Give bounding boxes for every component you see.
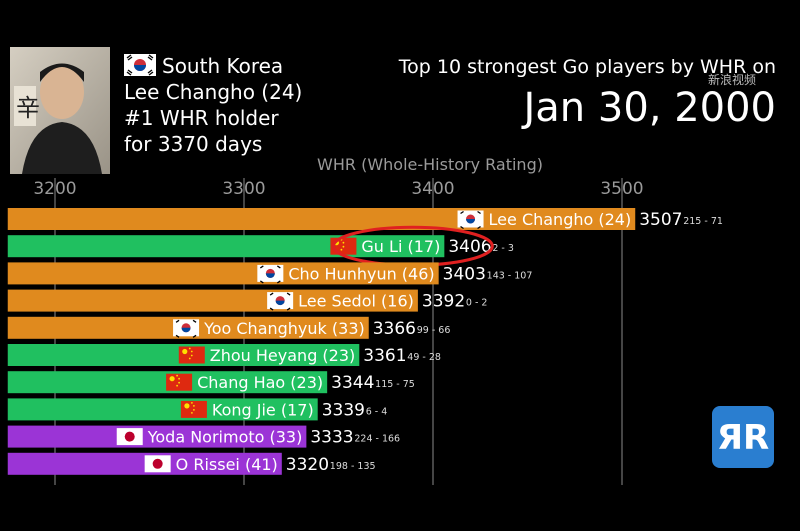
bar-name-label: Cho Hunhyun (46)	[288, 264, 434, 283]
chart-title: Top 10 strongest Go players by WHR on	[398, 56, 776, 78]
japan-flag-icon	[116, 428, 143, 446]
record-label: 99 - 66	[417, 325, 451, 336]
bar	[7, 425, 307, 448]
record-label: 198 - 135	[330, 461, 376, 472]
record-label: 115 - 75	[375, 379, 415, 390]
svg-text:ЯR: ЯR	[717, 418, 769, 458]
bar-name-label: Chang Hao (23)	[197, 373, 323, 392]
holder-days: for 3370 days	[124, 132, 262, 156]
record-label: 6 - 4	[366, 406, 388, 417]
korea-flag-icon	[257, 264, 284, 284]
x-tick-labels: 3200 3300 3400 3500	[33, 179, 643, 199]
china-flag-icon	[180, 400, 207, 418]
korea-flag-icon	[124, 54, 156, 76]
record-label: 49 - 28	[407, 352, 441, 363]
bar-value-label: 3507	[639, 210, 682, 230]
x-tick-label: 3200	[33, 179, 76, 199]
korea-flag-icon	[267, 292, 294, 311]
x-tick-label: 3400	[411, 179, 454, 199]
holder-country: South Korea	[162, 54, 283, 78]
rr-logo-icon: ЯR	[712, 406, 774, 468]
bar	[7, 398, 318, 421]
china-flag-icon	[178, 346, 205, 364]
china-flag-icon	[166, 373, 193, 391]
bar-value-label: 3392	[422, 292, 465, 312]
bar-value-label: 3339	[322, 400, 365, 420]
x-axis-label: WHR (Whole-History Rating)	[317, 155, 543, 174]
holder-portrait: 辛	[10, 47, 110, 174]
japan-flag-icon	[144, 455, 171, 473]
bar-value-label: 3320	[286, 455, 329, 475]
record-label: 215 - 71	[683, 216, 723, 227]
bar-value-label: 3344	[331, 373, 374, 393]
record-label: 0 - 2	[466, 298, 488, 309]
bar-name-label: Gu Li (17)	[361, 237, 440, 256]
svg-text:辛: 辛	[16, 94, 40, 122]
x-tick-label: 3500	[600, 179, 643, 199]
x-tick-label: 3300	[222, 179, 265, 199]
record-label: 2 - 3	[492, 243, 514, 254]
korea-flag-icon	[173, 319, 200, 338]
bar-name-label: Lee Sedol (16)	[298, 292, 414, 311]
bar-name-label: Yoo Changhyuk (33)	[203, 319, 365, 338]
chart-date: Jan 30, 2000	[521, 85, 777, 131]
watermark-text: 新浪视频	[708, 72, 756, 87]
korea-flag-icon	[457, 210, 484, 230]
bar	[7, 262, 439, 285]
bar-name-label: Kong Jie (17)	[212, 400, 314, 419]
bar-name-label: Zhou Heyang (23)	[210, 346, 356, 365]
bar-value-label: 3333	[310, 428, 353, 448]
record-label: 224 - 166	[354, 434, 400, 445]
record-label: 143 - 107	[487, 270, 533, 281]
bar-name-label: Yoda Norimoto (33)	[147, 428, 303, 447]
holder-name: Lee Changho (24)	[124, 80, 302, 104]
bar	[7, 289, 418, 312]
bar-value-label: 3406	[448, 237, 491, 257]
bar-value-label: 3403	[443, 264, 486, 284]
bar-name-label: O Rissei (41)	[176, 455, 278, 474]
holder-rank: #1 WHR holder	[124, 106, 279, 130]
bar-value-label: 3366	[373, 319, 416, 339]
bar-value-label: 3361	[363, 346, 406, 366]
bar-name-label: Lee Changho (24)	[489, 210, 632, 229]
